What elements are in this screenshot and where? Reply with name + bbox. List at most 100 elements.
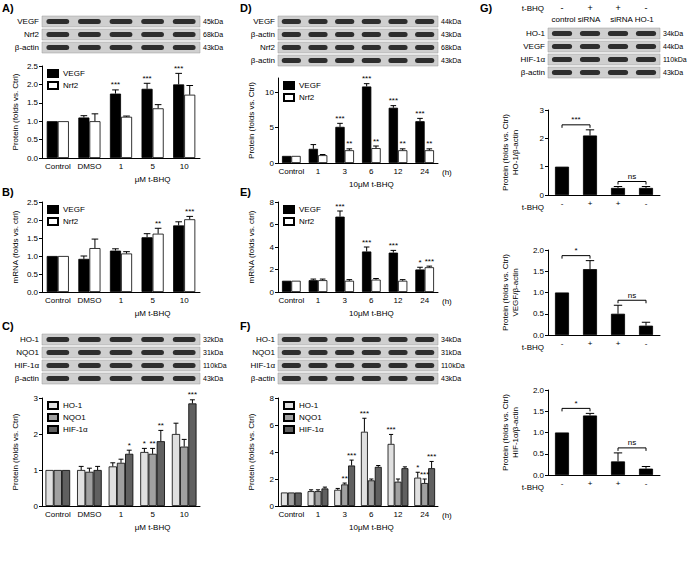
svg-text:1: 1: [316, 510, 321, 519]
svg-text:2.5: 2.5: [27, 198, 39, 207]
svg-text:***: ***: [420, 470, 429, 479]
svg-text:β-actin: β-actin: [251, 30, 275, 39]
svg-text:A): A): [2, 2, 14, 14]
svg-text:t-BHQ: t-BHQ: [522, 203, 544, 212]
svg-text:***: ***: [425, 257, 434, 266]
svg-text:3: 3: [342, 167, 347, 176]
svg-text:(h): (h): [442, 511, 452, 520]
svg-text:mRNA (folds vs. ctrl): mRNA (folds vs. ctrl): [247, 210, 256, 283]
svg-text:3: 3: [342, 296, 347, 305]
svg-text:5: 5: [150, 162, 155, 171]
svg-text:2: 2: [540, 134, 545, 143]
svg-text:24: 24: [420, 167, 429, 176]
svg-text:5: 5: [150, 510, 155, 519]
svg-text:5: 5: [150, 296, 155, 305]
svg-text:**: **: [149, 439, 155, 448]
svg-text:Protein (folds vs. Ctrl): Protein (folds vs. Ctrl): [501, 394, 510, 471]
svg-text:**: **: [346, 139, 352, 148]
svg-text:-: -: [561, 479, 564, 488]
svg-text:0: 0: [270, 502, 275, 511]
svg-text:10: 10: [180, 510, 189, 519]
svg-text:2.0: 2.0: [533, 246, 545, 255]
svg-text:0: 0: [540, 191, 545, 200]
svg-text:34kDa: 34kDa: [441, 336, 461, 343]
svg-text:***: ***: [142, 74, 151, 83]
svg-text:t-BHQ: t-BHQ: [522, 483, 544, 492]
svg-text:***: ***: [415, 109, 424, 118]
svg-text:24: 24: [420, 510, 429, 519]
svg-text:D): D): [240, 2, 252, 14]
svg-text:Protein (folds vs. Ctrl): Protein (folds vs. Ctrl): [11, 413, 20, 490]
svg-text:**: **: [155, 219, 161, 228]
svg-text:**: **: [342, 474, 348, 483]
svg-text:6: 6: [369, 167, 374, 176]
svg-text:110kDa: 110kDa: [203, 362, 227, 369]
svg-text:NQO1: NQO1: [252, 348, 275, 357]
svg-text:43kDa: 43kDa: [441, 375, 461, 382]
svg-text:***: ***: [389, 241, 398, 250]
svg-text:6: 6: [270, 421, 275, 430]
svg-text:**: **: [426, 139, 432, 148]
svg-text:Protein (folds vs. Ctrl): Protein (folds vs. Ctrl): [11, 73, 20, 150]
svg-text:0: 0: [34, 502, 39, 511]
svg-text:Nrf2: Nrf2: [63, 217, 79, 226]
svg-text:3: 3: [540, 106, 545, 115]
svg-text:2: 2: [34, 430, 39, 439]
svg-text:Control: Control: [278, 510, 304, 519]
svg-text:3: 3: [342, 510, 347, 519]
svg-text:Nrf2: Nrf2: [24, 30, 40, 39]
svg-text:110kDa: 110kDa: [663, 56, 687, 63]
svg-text:2.5: 2.5: [27, 62, 39, 71]
svg-text:6: 6: [369, 296, 374, 305]
svg-text:***: ***: [427, 452, 436, 461]
svg-text:VEGF: VEGF: [17, 17, 39, 26]
svg-text:-: -: [561, 3, 564, 13]
svg-text:Nrf2: Nrf2: [63, 81, 79, 90]
svg-text:VEGF: VEGF: [523, 42, 545, 51]
svg-text:+: +: [588, 339, 593, 348]
svg-text:5: 5: [270, 123, 275, 132]
svg-text:Control: Control: [45, 162, 71, 171]
svg-text:0.0: 0.0: [533, 331, 545, 340]
svg-text:6: 6: [270, 220, 275, 229]
svg-text:VEGF/β-actin: VEGF/β-actin: [511, 268, 520, 316]
svg-text:HO-1: HO-1: [20, 335, 40, 344]
svg-text:**: **: [400, 139, 406, 148]
svg-text:VEGF: VEGF: [63, 69, 85, 78]
svg-text:0: 0: [270, 159, 275, 168]
svg-text:1: 1: [316, 167, 321, 176]
svg-text:VEGF: VEGF: [299, 205, 321, 214]
svg-text:6: 6: [369, 510, 374, 519]
svg-text:HO-1: HO-1: [299, 401, 319, 410]
svg-text:32kDa: 32kDa: [203, 336, 223, 343]
svg-text:12: 12: [394, 296, 403, 305]
svg-text:-: -: [561, 199, 564, 208]
svg-text:***: ***: [571, 115, 580, 124]
svg-text:***: ***: [347, 451, 356, 460]
svg-text:DMSO: DMSO: [77, 162, 101, 171]
svg-text:34kDa: 34kDa: [663, 30, 683, 37]
svg-text:F): F): [240, 320, 251, 332]
svg-text:t-BHQ: t-BHQ: [522, 4, 544, 13]
svg-text:12: 12: [394, 510, 403, 519]
svg-text:HO-1: HO-1: [63, 401, 83, 410]
svg-text:44kDa: 44kDa: [663, 43, 683, 50]
svg-text:***: ***: [362, 74, 371, 83]
svg-text:β-actin: β-actin: [251, 374, 275, 383]
svg-text:+: +: [616, 199, 621, 208]
svg-text:t-BHQ: t-BHQ: [522, 343, 544, 352]
svg-text:C): C): [2, 320, 14, 332]
svg-text:1.5: 1.5: [533, 407, 545, 416]
svg-text:NQO1: NQO1: [299, 413, 322, 422]
svg-text:ns: ns: [628, 438, 636, 447]
svg-text:DMSO: DMSO: [77, 510, 101, 519]
svg-text:44kDa: 44kDa: [441, 18, 461, 25]
svg-text:43kDa: 43kDa: [203, 44, 223, 51]
svg-text:45kDa: 45kDa: [203, 18, 223, 25]
svg-text:HIF-1α/β-actin: HIF-1α/β-actin: [511, 407, 520, 458]
svg-text:-: -: [645, 3, 648, 13]
svg-text:**: **: [158, 421, 164, 430]
svg-text:1: 1: [316, 296, 321, 305]
svg-text:β-actin: β-actin: [521, 68, 545, 77]
svg-text:***: ***: [174, 64, 183, 73]
